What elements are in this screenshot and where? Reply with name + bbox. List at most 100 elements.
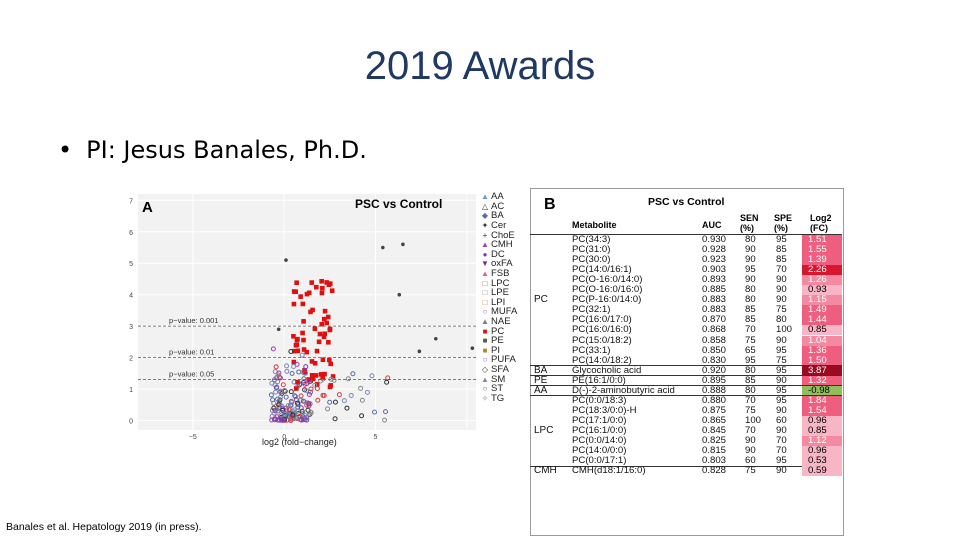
spe-cell: 90: [776, 274, 787, 286]
sen-cell: 100: [745, 414, 762, 426]
group-separator: [530, 395, 842, 397]
data-point: [288, 348, 294, 354]
data-point: [327, 357, 332, 363]
data-point: [293, 343, 299, 348]
auc-cell: 0.880: [702, 394, 727, 406]
threshold-label: p−value: 0.05: [169, 370, 214, 379]
log2fc-cell: 0.93: [802, 285, 842, 296]
legend-marker-icon: ●: [482, 249, 488, 259]
metabolite-cell: PC(16:0/16:0): [572, 324, 632, 336]
data-point: [312, 326, 318, 331]
table-row: PC(0:0/14:0) 0.825 90 70 1.12: [530, 436, 842, 446]
data-point: [280, 382, 286, 388]
class-label: BA: [534, 364, 548, 376]
legend-item: ■ PC: [479, 326, 519, 337]
metabolite-cell: PC(31:0): [572, 244, 611, 256]
legend-marker-icon: □: [482, 278, 488, 288]
data-point: [470, 346, 475, 350]
legend-item: □ LPC: [479, 278, 519, 289]
legend-item: ◆ BA: [479, 210, 519, 221]
log2fc-cell: 1.04: [802, 335, 842, 346]
legend-label: SFA: [491, 363, 509, 375]
data-point: [320, 374, 325, 380]
data-point: [330, 374, 336, 379]
data-point: [279, 417, 285, 423]
volcano-plot: p−value: 0.001 p−value: 0.01 p−value: 0.05…: [129, 194, 476, 447]
legend-label: SM: [491, 373, 506, 385]
data-point: [332, 416, 338, 422]
data-point: [291, 301, 297, 307]
data-point: [369, 373, 375, 379]
data-point: [290, 412, 296, 418]
log2fc-cell: 0.96: [802, 415, 842, 426]
legend-item: ▲ SM: [479, 373, 519, 385]
data-point: [298, 294, 303, 299]
auc-cell: 0.825: [702, 435, 727, 446]
auc-cell: 0.830: [702, 354, 727, 366]
legend-marker-icon: □: [482, 297, 488, 307]
data-point: [332, 399, 338, 405]
data-point: [302, 370, 308, 376]
table-row: PC(17:1/0:0) 0.865 100 60 0.96: [530, 414, 842, 426]
y-tick-label: 3: [129, 324, 133, 331]
data-point: [302, 369, 308, 375]
spe-cell: 90: [776, 334, 787, 346]
spe-cell: 70: [776, 445, 787, 457]
data-point: [303, 388, 309, 394]
metabolite-cell: PC(O-16:0/14:0): [572, 274, 643, 286]
header-sen: SEN (%): [740, 213, 759, 233]
sen-cell: 80: [745, 234, 756, 245]
plot-area: [138, 194, 476, 430]
group-separator: [530, 365, 842, 367]
data-point: [309, 373, 315, 378]
y-tick-label: 0: [129, 419, 133, 426]
data-point: [301, 337, 306, 343]
legend-item: ○ PUFA: [479, 354, 519, 365]
y-tick-label: 4: [129, 293, 133, 300]
data-point: [372, 409, 378, 415]
metabolite-cell: PC(P-16:0/14:0): [572, 294, 642, 306]
data-point: [319, 321, 325, 327]
data-point: [319, 278, 324, 284]
data-point: [295, 379, 300, 385]
legend-item: ■ PE: [479, 335, 519, 346]
auc-cell: 0.895: [702, 374, 727, 386]
biomarker-table-panel: B PSC vs Control Metabolite AUC SEN (%) …: [530, 188, 844, 536]
y-tick-label: 6: [129, 230, 133, 237]
data-point: [336, 392, 342, 398]
data-point: [300, 330, 305, 336]
table-row: PC(14:0/18:2) 0.830 95 75 1.50: [530, 354, 842, 366]
spe-cell: 80: [776, 314, 787, 326]
legend-item: ○ MUFA: [479, 306, 519, 317]
data-point: [325, 406, 331, 412]
data-point: [328, 361, 334, 367]
sen-cell: 60: [745, 455, 756, 467]
legend-item: ✧ TG: [479, 393, 519, 404]
volcano-legend: ▲ AA △ AC ◆ BA ✦ Cer + ChoE ▲ CMH ● DC ▼ oxFA ▲ FSB □ LPC □ L…: [479, 191, 519, 404]
metabolite-cell: CMH(d18:1/16:0): [572, 465, 646, 477]
sen-cell: 75: [745, 465, 756, 477]
metabolite-cell: PC(O-16:0/16:0): [572, 284, 643, 296]
table-row: PC(14:0/0:0) 0.815 90 70 0.96: [530, 445, 842, 457]
data-point: [301, 319, 306, 324]
table-row: D(-)-2-aminobutyric acid 0.888 80 95 -0.98: [530, 385, 842, 396]
data-point: [341, 398, 347, 404]
data-point: [291, 333, 296, 339]
table-row: PC(33:1) 0.850 65 95 1.36: [530, 345, 842, 356]
legend-marker-icon: ▲: [481, 317, 489, 327]
log2fc-cell: 1.50: [802, 355, 842, 366]
data-point: [280, 407, 286, 413]
auc-cell: 0.875: [702, 404, 727, 416]
legend-marker-icon: ○: [482, 355, 488, 365]
legend-marker-icon: +: [482, 230, 488, 240]
y-tick-label: 5: [129, 261, 133, 268]
data-point: [322, 371, 327, 377]
data-point: [291, 289, 297, 294]
table-row: PC(14:0/16:1) 0.903 95 70 2.26: [530, 265, 842, 276]
spe-cell: 95: [776, 455, 787, 467]
auc-cell: 0.920: [702, 364, 727, 376]
data-point: [298, 393, 304, 399]
data-point: [277, 388, 283, 394]
data-point: [271, 410, 277, 416]
legend-marker-icon: ○: [482, 384, 488, 394]
